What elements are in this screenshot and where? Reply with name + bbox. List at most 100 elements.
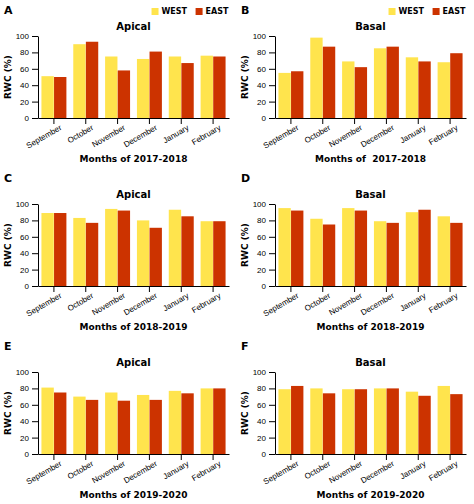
axis-line xyxy=(39,118,230,119)
tick-mark xyxy=(85,118,86,124)
tick-label: 80 xyxy=(257,384,266,393)
axis-line xyxy=(276,118,467,119)
panel-label: A xyxy=(4,4,13,17)
tick-label: 100 xyxy=(16,32,30,41)
bar xyxy=(406,57,418,118)
panel-label: C xyxy=(4,172,12,185)
x-axis: SeptemberOctoberNovemberDecemberJanuaryF… xyxy=(25,286,230,318)
bar xyxy=(118,401,130,454)
tick-mark xyxy=(117,286,118,292)
bar xyxy=(387,388,399,454)
legend-swatch xyxy=(389,8,396,15)
tick: January xyxy=(161,286,190,313)
tick-label: 40 xyxy=(257,249,266,258)
legend: WESTEAST xyxy=(389,7,466,16)
tick: January xyxy=(398,118,427,145)
y-label: RWC (%) xyxy=(3,223,13,267)
bar xyxy=(41,213,53,286)
tick-label: November xyxy=(90,291,127,317)
tick-label: 40 xyxy=(20,81,29,90)
tick-label: 100 xyxy=(253,32,267,41)
tick-mark xyxy=(53,286,54,292)
bar xyxy=(310,38,322,118)
bar xyxy=(181,216,193,286)
bar xyxy=(450,223,462,286)
tick: January xyxy=(161,118,190,145)
tick-mark xyxy=(32,220,38,221)
bar xyxy=(201,388,213,454)
tick: 60 xyxy=(257,401,275,410)
legend-label: WEST xyxy=(399,7,425,16)
tick-mark xyxy=(32,421,38,422)
tick-mark xyxy=(32,204,38,205)
tick: December xyxy=(359,118,396,149)
bar xyxy=(342,208,354,286)
panel-label: E xyxy=(4,340,12,353)
tick: 40 xyxy=(20,249,38,258)
bar xyxy=(150,400,162,454)
tick-mark xyxy=(181,118,182,124)
legend-item: WEST xyxy=(152,7,188,16)
axis-line xyxy=(38,205,39,287)
tick: 100 xyxy=(16,32,38,41)
tick: 20 xyxy=(257,266,275,275)
panel-label: D xyxy=(241,172,250,185)
bar xyxy=(213,57,225,119)
tick-label: 80 xyxy=(20,48,29,57)
tick-mark xyxy=(32,69,38,70)
tick-mark xyxy=(354,454,355,460)
tick-mark xyxy=(450,118,451,124)
tick: 80 xyxy=(20,216,38,225)
tick: September xyxy=(262,286,301,318)
tick: 100 xyxy=(253,368,275,377)
tick-label: 80 xyxy=(257,216,266,225)
bar xyxy=(278,73,290,118)
x-axis: SeptemberOctoberNovemberDecemberJanuaryF… xyxy=(25,118,230,150)
bar xyxy=(54,213,66,286)
tick: September xyxy=(25,286,64,318)
x-label: Months of 2019-2020 xyxy=(317,490,425,500)
tick: 60 xyxy=(257,65,275,74)
tick-mark xyxy=(269,85,275,86)
tick-label: November xyxy=(327,459,364,485)
tick-label: 80 xyxy=(20,384,29,393)
legend-label: EAST xyxy=(206,7,229,16)
tick-label: 20 xyxy=(20,434,29,443)
tick-mark xyxy=(269,102,275,103)
bar xyxy=(118,211,130,286)
tick-mark xyxy=(213,286,214,292)
tick: December xyxy=(122,118,159,149)
figure: 0 20 40 60 80 100 SeptemberOctoberNovemberDece… xyxy=(0,0,474,504)
tick: 0 xyxy=(25,282,38,291)
axis-line xyxy=(38,373,39,455)
tick-label: September xyxy=(25,459,64,487)
tick-mark xyxy=(269,270,275,271)
legend-item: EAST xyxy=(196,7,229,16)
bar xyxy=(406,212,418,286)
tick-mark xyxy=(269,438,275,439)
tick-mark xyxy=(269,454,275,455)
tick-mark xyxy=(418,286,419,292)
tick: 100 xyxy=(253,200,275,209)
bar xyxy=(387,223,399,286)
tick: February xyxy=(190,454,222,483)
tick-mark xyxy=(418,118,419,124)
tick-mark xyxy=(269,220,275,221)
tick-mark xyxy=(322,286,323,292)
tick-mark xyxy=(269,237,275,238)
title: Apical xyxy=(116,189,150,200)
tick-mark xyxy=(32,270,38,271)
bar xyxy=(418,61,430,118)
tick: February xyxy=(190,118,222,147)
tick-label: November xyxy=(90,459,127,485)
title: Apical xyxy=(116,21,150,32)
bar xyxy=(438,62,450,118)
bar xyxy=(137,395,149,454)
tick-label: September xyxy=(262,123,301,151)
y-label: RWC (%) xyxy=(240,55,250,99)
bar xyxy=(181,393,193,454)
panel-label: B xyxy=(241,4,249,17)
bar xyxy=(323,47,335,118)
tick-mark xyxy=(117,118,118,124)
tick-mark xyxy=(149,286,150,292)
